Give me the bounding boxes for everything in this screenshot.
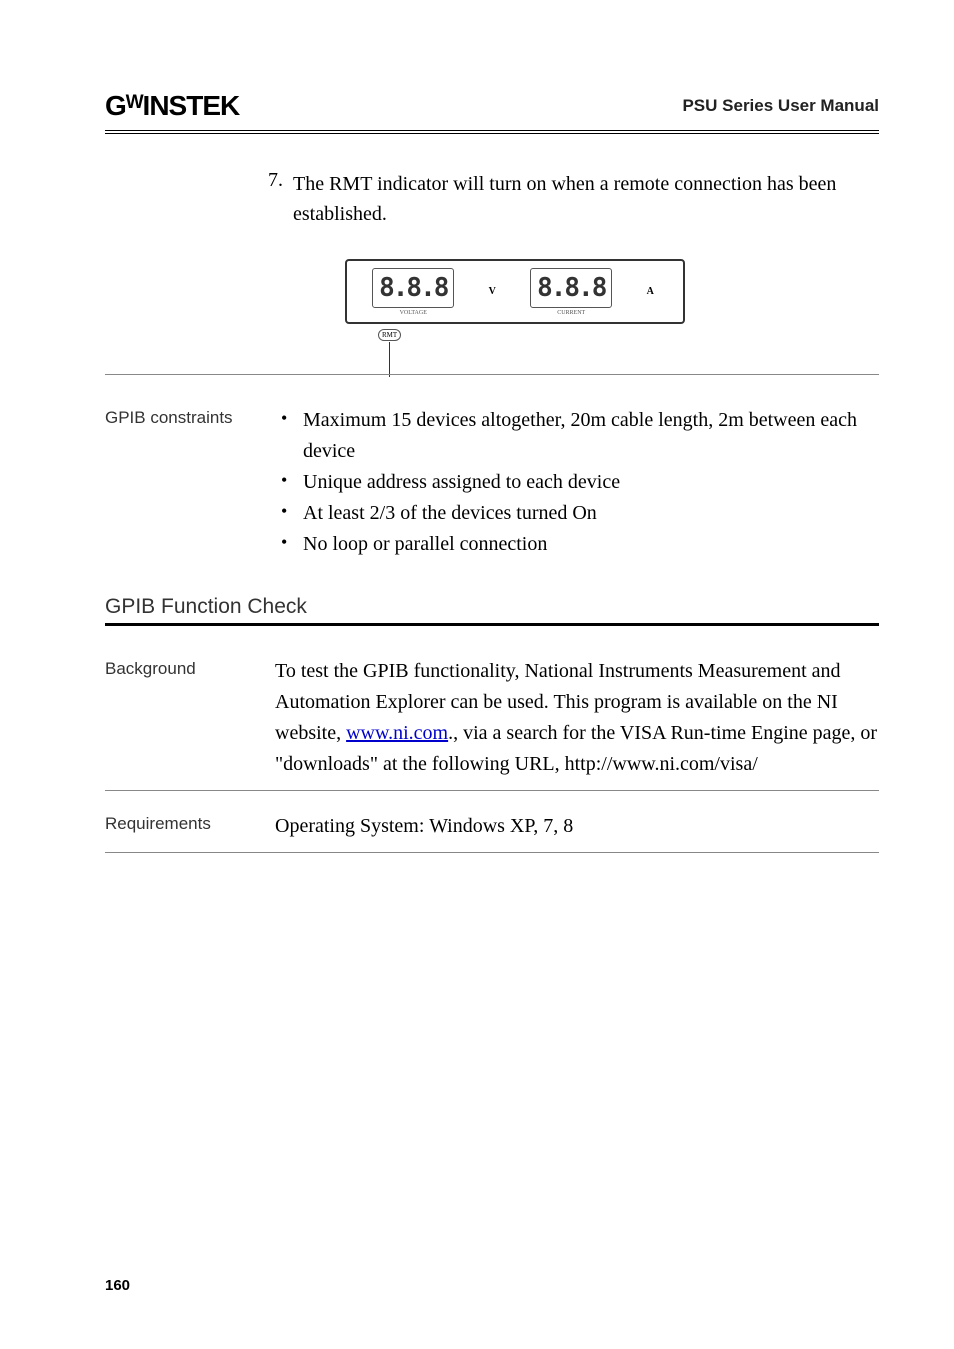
step-text: The RMT indicator will turn on when a re… <box>293 169 879 229</box>
gpib-constraints-list: Maximum 15 devices altogether, 20m cable… <box>275 405 879 560</box>
current-block: 8.8.8 CURRENT <box>530 268 612 316</box>
background-text: To test the GPIB functionality, National… <box>275 656 879 780</box>
rmt-callout-line <box>389 342 390 377</box>
list-item: No loop or parallel connection <box>275 529 879 560</box>
list-item: At least 2/3 of the devices turned On <box>275 498 879 529</box>
list-item: Unique address assigned to each device <box>275 467 879 498</box>
voltage-block: 8.8.8 VOLTAGE <box>372 268 454 316</box>
requirements-text: Operating System: Windows XP, 7, 8 <box>275 811 879 842</box>
rmt-indicator-badge: RMT <box>378 329 401 341</box>
step-number: 7. <box>265 169 293 229</box>
gpib-constraints-row: GPIB constraints Maximum 15 devices alto… <box>105 405 879 560</box>
thin-underline <box>105 790 879 791</box>
requirements-label: Requirements <box>105 811 275 842</box>
thin-underline-2 <box>105 852 879 853</box>
ni-website-link[interactable]: www.ni.com <box>346 722 448 744</box>
heavy-underline <box>105 623 879 626</box>
voltage-unit: V <box>489 286 496 297</box>
page-number: 160 <box>105 1277 130 1294</box>
list-item: Maximum 15 devices altogether, 20m cable… <box>275 405 879 467</box>
page-header: GᵂINSTEK PSU Series User Manual <box>105 90 879 134</box>
step-row: 7. The RMT indicator will turn on when a… <box>105 169 879 229</box>
background-label: Background <box>105 656 275 780</box>
requirements-row: Requirements Operating System: Windows X… <box>105 811 879 842</box>
current-unit: A <box>647 286 654 297</box>
current-digits: 8.8.8 <box>530 268 612 308</box>
brand-logo: GᵂINSTEK <box>105 90 239 122</box>
divider-rule <box>105 374 879 375</box>
gpib-constraints-label: GPIB constraints <box>105 405 275 560</box>
current-label: CURRENT <box>557 310 585 316</box>
lcd-display-diagram: 8.8.8 VOLTAGE V 8.8.8 CURRENT A RMT <box>345 259 685 354</box>
function-check-heading: GPIB Function Check <box>105 595 879 619</box>
background-row: Background To test the GPIB functionalit… <box>105 656 879 780</box>
manual-title: PSU Series User Manual <box>682 96 879 116</box>
voltage-digits: 8.8.8 <box>372 268 454 308</box>
voltage-label: VOLTAGE <box>400 310 427 316</box>
lcd-frame: 8.8.8 VOLTAGE V 8.8.8 CURRENT A <box>345 259 685 324</box>
